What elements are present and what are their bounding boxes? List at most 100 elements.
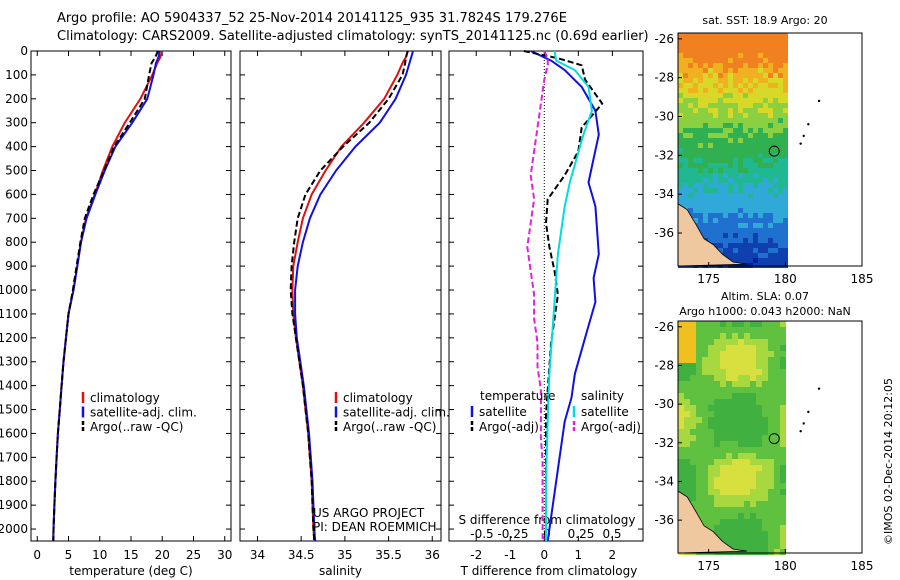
grid-cell — [713, 73, 718, 78]
grid-cell — [780, 321, 786, 327]
grid-cell — [714, 423, 720, 429]
grid-cell — [750, 537, 756, 543]
grid-cell — [780, 387, 786, 393]
grid-cell — [714, 525, 720, 531]
grid-cell — [713, 38, 718, 43]
grid-cell — [744, 513, 750, 519]
grid-cell — [698, 168, 703, 173]
grid-cell — [678, 357, 684, 363]
grid-cell — [698, 48, 703, 53]
x-tick-label: 2 — [609, 548, 617, 562]
grid-cell — [728, 208, 733, 213]
grid-cell — [750, 501, 756, 507]
grid-cell — [688, 98, 693, 103]
grid-cell — [733, 68, 738, 73]
grid-cell — [702, 327, 708, 333]
grid-cell — [763, 243, 768, 248]
grid-cell — [703, 58, 708, 63]
grid-cell — [768, 327, 774, 333]
grid-cell — [708, 405, 714, 411]
grid-cell — [696, 405, 702, 411]
island-dot — [799, 430, 802, 433]
grid-cell — [696, 411, 702, 417]
grid-cell — [738, 243, 743, 248]
grid-cell — [738, 429, 744, 435]
grid-cell — [768, 429, 774, 435]
grid-cell — [688, 208, 693, 213]
grid-cell — [750, 495, 756, 501]
grid-cell — [773, 213, 778, 218]
grid-cell — [732, 495, 738, 501]
grid-cell — [696, 453, 702, 459]
grid-cell — [718, 178, 723, 183]
grid-cell — [750, 327, 756, 333]
grid-cell — [774, 465, 780, 471]
grid-cell — [768, 178, 773, 183]
grid-cell — [738, 459, 744, 465]
grid-cell — [732, 447, 738, 453]
grid-cell — [708, 447, 714, 453]
grid-cell — [744, 339, 750, 345]
grid-cell — [762, 351, 768, 357]
grid-cell — [743, 58, 748, 63]
grid-cell — [763, 213, 768, 218]
grid-cell — [783, 198, 788, 203]
grid-cell — [753, 158, 758, 163]
grid-cell — [703, 123, 708, 128]
grid-cell — [678, 183, 683, 188]
grid-cell — [753, 98, 758, 103]
grid-cell — [768, 483, 774, 489]
grid-cell — [693, 43, 698, 48]
series-line — [289, 50, 409, 542]
y-tick-label: 1800 — [0, 474, 28, 488]
grid-cell — [693, 108, 698, 113]
grid-cell — [738, 128, 743, 133]
grid-cell — [713, 58, 718, 63]
grid-cell — [690, 333, 696, 339]
grid-cell — [688, 73, 693, 78]
grid-cell — [768, 228, 773, 233]
grid-cell — [714, 345, 720, 351]
grid-cell — [733, 88, 738, 93]
grid-cell — [718, 238, 723, 243]
x-axis-label: temperature (deg C) — [69, 564, 192, 578]
x-tick-label: 175 — [697, 559, 720, 573]
grid-cell — [698, 163, 703, 168]
grid-cell — [713, 178, 718, 183]
grid-cell — [773, 53, 778, 58]
grid-cell — [738, 53, 743, 58]
grid-cell — [728, 193, 733, 198]
grid-cell — [738, 543, 744, 549]
grid-cell — [768, 363, 774, 369]
grid-cell — [763, 78, 768, 83]
grid-cell — [702, 495, 708, 501]
grid-cell — [750, 531, 756, 537]
grid-cell — [684, 447, 690, 453]
grid-cell — [768, 258, 773, 263]
grid-cell — [758, 138, 763, 143]
grid-cell — [720, 357, 726, 363]
grid-cell — [683, 38, 688, 43]
grid-cell — [708, 465, 714, 471]
grid-cell — [713, 193, 718, 198]
grid-cell — [703, 113, 708, 118]
grid-cell — [780, 399, 786, 405]
grid-cell — [780, 333, 786, 339]
grid-cell — [758, 43, 763, 48]
grid-cell — [703, 53, 708, 58]
grid-cell — [738, 228, 743, 233]
grid-cell — [744, 447, 750, 453]
grid-cell — [763, 148, 768, 153]
s-tick-label: 0.25 — [568, 527, 595, 541]
grid-cell — [678, 477, 684, 483]
grid-cell — [718, 108, 723, 113]
grid-cell — [718, 78, 723, 83]
grid-cell — [693, 163, 698, 168]
grid-cell — [698, 123, 703, 128]
grid-cell — [678, 63, 683, 68]
grid-cell — [753, 103, 758, 108]
grid-cell — [743, 218, 748, 223]
grid-cell — [753, 238, 758, 243]
grid-cell — [720, 417, 726, 423]
grid-cell — [756, 405, 762, 411]
